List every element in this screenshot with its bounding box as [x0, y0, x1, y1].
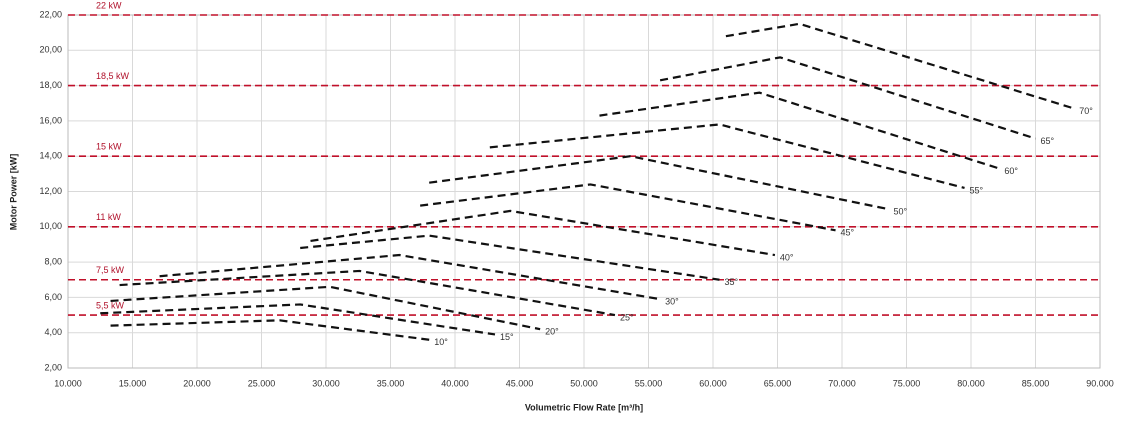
- y-tick-label: 2,00: [44, 362, 62, 372]
- curve-label: 35°: [724, 277, 738, 287]
- curve: [300, 234, 720, 281]
- x-tick-label: 70.000: [828, 378, 856, 388]
- x-tick-label: 65.000: [764, 378, 792, 388]
- x-tick-label: 85.000: [1022, 378, 1050, 388]
- x-axis-title: Volumetric Flow Rate [m³/h]: [525, 402, 643, 412]
- reference-label: 15 kW: [96, 142, 122, 152]
- curve: [310, 209, 776, 257]
- y-axis-title: Motor Power [kW]: [8, 154, 18, 231]
- x-tick-label: 90.000: [1086, 378, 1114, 388]
- reference-label: 22 kW: [96, 0, 122, 10]
- curve-label: 55°: [970, 185, 984, 195]
- curve-label: 15°: [500, 332, 514, 342]
- y-tick-label: 4,00: [44, 327, 62, 337]
- y-tick-label: 8,00: [44, 256, 62, 266]
- curve-label: 45°: [841, 228, 855, 238]
- curve-label: 50°: [893, 207, 907, 217]
- plot-border: [67, 14, 1101, 369]
- y-tick-label: 20,00: [39, 45, 62, 55]
- curve: [159, 253, 661, 301]
- curve-label: 25°: [620, 312, 634, 322]
- x-tick-label: 60.000: [699, 378, 727, 388]
- curve: [725, 22, 1075, 110]
- y-tick-label: 22,00: [39, 9, 62, 19]
- y-tick-label: 10,00: [39, 221, 62, 231]
- x-tick-label: 35.000: [377, 378, 405, 388]
- x-tick-label: 20.000: [183, 378, 211, 388]
- x-tick-label: 25.000: [248, 378, 276, 388]
- curve-label: 30°: [665, 297, 679, 307]
- curve: [599, 91, 1000, 170]
- x-tick-label: 15.000: [119, 378, 147, 388]
- curve-label: 60°: [1004, 166, 1018, 176]
- reference-label: 11 kW: [96, 212, 121, 222]
- reference-label: 18,5 kW: [96, 71, 130, 81]
- x-tick-label: 80.000: [957, 378, 985, 388]
- curve-label: 40°: [780, 252, 794, 262]
- y-tick-label: 18,00: [39, 80, 62, 90]
- curve: [429, 155, 889, 211]
- y-tick-label: 6,00: [44, 292, 62, 302]
- reference-label: 5,5 kW: [96, 300, 125, 310]
- curve: [110, 319, 430, 341]
- reference-label: 7,5 kW: [96, 265, 125, 275]
- x-tick-label: 75.000: [893, 378, 921, 388]
- curve: [100, 303, 496, 336]
- x-tick-label: 45.000: [506, 378, 534, 388]
- curve: [659, 56, 1036, 140]
- y-tick-label: 12,00: [39, 186, 62, 196]
- curve-label: 70°: [1079, 106, 1093, 116]
- curve: [420, 183, 836, 232]
- curve-label: 10°: [434, 337, 448, 347]
- x-tick-label: 50.000: [570, 378, 598, 388]
- x-tick-label: 40.000: [441, 378, 469, 388]
- curve-label: 65°: [1041, 136, 1055, 146]
- y-tick-label: 14,00: [39, 151, 62, 161]
- curve: [119, 269, 616, 317]
- x-tick-label: 10.000: [54, 378, 82, 388]
- curve-label: 20°: [545, 327, 559, 337]
- x-tick-label: 55.000: [635, 378, 663, 388]
- y-tick-label: 16,00: [39, 115, 62, 125]
- x-tick-label: 30.000: [312, 378, 340, 388]
